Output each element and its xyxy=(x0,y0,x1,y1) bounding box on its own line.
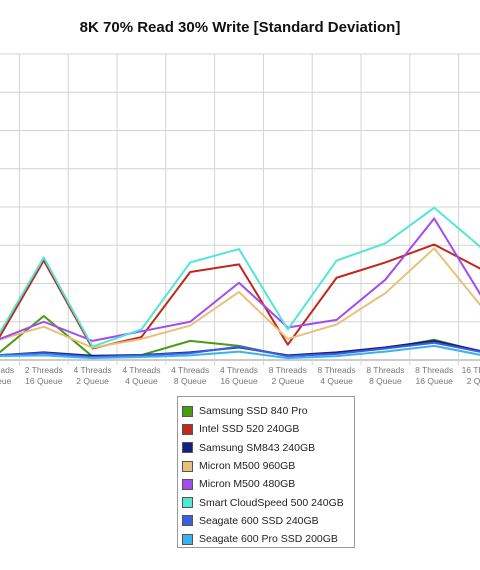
series-line-5 xyxy=(0,217,480,342)
legend-label: Samsung SM843 240GB xyxy=(199,441,316,454)
legend-item: Micron M500 480GB xyxy=(182,475,354,493)
legend-item: Seagate 600 Pro SSD 200GB xyxy=(182,530,354,548)
x-tick-label: 4 Threads 8 Queue xyxy=(171,365,209,386)
series-line-7 xyxy=(0,341,480,358)
legend-label: Seagate 600 Pro SSD 200GB xyxy=(199,533,338,546)
legend-item: Seagate 600 SSD 240GB xyxy=(182,512,354,530)
series-lines xyxy=(0,206,480,360)
grid-lines xyxy=(0,53,480,365)
series-line-6 xyxy=(0,206,480,348)
legend-swatch xyxy=(182,405,193,417)
series-line-4 xyxy=(0,247,480,349)
x-tick-label: 4 Threads 16 Queue xyxy=(220,365,258,386)
legend-label: Seagate 600 SSD 240GB xyxy=(199,514,319,527)
legend-label: Micron M500 480GB xyxy=(199,478,296,491)
chart-title: 8K 70% Read 30% Write [Standard Deviatio… xyxy=(79,19,401,36)
legend-label: Samsung SSD 840 Pro xyxy=(199,405,308,418)
series-line-2 xyxy=(0,243,480,350)
legend-item: Intel SSD 520 240GB xyxy=(182,420,354,438)
legend-swatch xyxy=(182,423,193,435)
legend-swatch xyxy=(182,460,193,472)
legend-item: Samsung SSD 840 Pro xyxy=(182,402,354,420)
legend-label: Smart CloudSpeed 500 240GB xyxy=(199,496,344,509)
x-tick-label: 8 Threads 2 Queue xyxy=(269,365,307,386)
x-tick-label: 2 Threads 16 Queue xyxy=(25,365,63,386)
legend-swatch xyxy=(182,533,193,545)
legend-swatch xyxy=(182,442,193,454)
legend-item: Smart CloudSpeed 500 240GB xyxy=(182,493,354,511)
x-tick-label: 4 Threads 4 Queue xyxy=(122,365,160,386)
x-tick-label: 8 Threads 16 Queue xyxy=(415,365,453,386)
x-tick-label: 8 Threads 4 Queue xyxy=(318,365,356,386)
legend-label: Intel SSD 520 240GB xyxy=(199,423,300,436)
series-line-8 xyxy=(0,344,480,360)
legend-item: Micron M500 960GB xyxy=(182,457,354,475)
legend-swatch xyxy=(182,515,193,527)
legend-swatch xyxy=(182,478,193,490)
x-tick-label: 4 Threads 2 Queue xyxy=(74,365,112,386)
legend-label: Micron M500 960GB xyxy=(199,460,296,473)
legend: Samsung SSD 840 Pro Intel SSD 520 240GB Sa… xyxy=(177,396,355,548)
legend-swatch xyxy=(182,497,193,509)
legend-item: Samsung SM843 240GB xyxy=(182,439,354,457)
x-tick-label: 8 Threads 8 Queue xyxy=(366,365,404,386)
